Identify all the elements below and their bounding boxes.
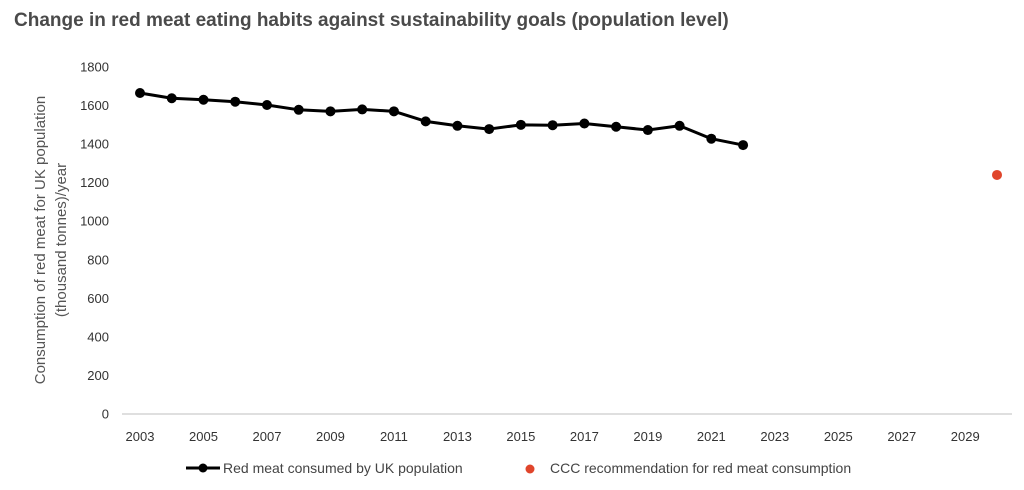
x-tick-label: 2003: [126, 429, 155, 444]
x-tick-label: 2015: [506, 429, 535, 444]
y-axis-label: Consumption of red meat for UK populatio…: [32, 96, 70, 385]
y-tick-label: 800: [87, 252, 109, 267]
data-point-2012: [420, 116, 431, 127]
legend-label-ccc: CCC recommendation for red meat consumpt…: [550, 460, 851, 476]
y-tick-label: 600: [87, 291, 109, 306]
data-point-2018: [611, 121, 622, 132]
x-tick-label: 2023: [760, 429, 789, 444]
data-point-2015: [515, 119, 526, 130]
y-tick-label: 200: [87, 368, 109, 383]
x-tick-label: 2025: [824, 429, 853, 444]
x-tick-label: 2011: [380, 429, 408, 444]
chart-title: Change in red meat eating habits against…: [14, 10, 729, 31]
x-tick-label: 2029: [951, 429, 980, 444]
y-tick-label: 1600: [80, 98, 109, 113]
y-axis-label-line1: Consumption of red meat for UK populatio…: [32, 96, 49, 385]
series-red-meat-consumed: [135, 88, 749, 151]
data-point-2010: [357, 104, 368, 115]
x-tick-label: 2021: [697, 429, 726, 444]
legend-label-red-meat: Red meat consumed by UK population: [223, 460, 463, 476]
x-tick-label: 2005: [189, 429, 218, 444]
data-point-2011: [388, 106, 399, 117]
data-point-2006: [230, 96, 241, 107]
data-point-2013: [452, 120, 463, 131]
data-point-2019: [642, 125, 653, 136]
data-point-2020: [674, 120, 685, 131]
series-ccc-recommendation: [992, 169, 1002, 180]
data-point-2016: [547, 120, 558, 131]
data-point-2005: [198, 94, 209, 105]
y-tick-label: 400: [87, 329, 109, 344]
x-tick-label: 2019: [633, 429, 662, 444]
x-tick-label: 2017: [570, 429, 599, 444]
x-tick-label: 2027: [887, 429, 916, 444]
data-point-2014: [484, 124, 495, 135]
y-tick-label: 1800: [80, 60, 109, 75]
x-tick-label: 2007: [253, 429, 282, 444]
series-line-red-meat: [139, 91, 744, 147]
data-point-2017: [579, 118, 590, 129]
y-tick-labels: 0 200 400 600 800 1000 1200 1400 1600 1800: [80, 60, 109, 422]
y-tick-label: 1400: [80, 137, 109, 152]
y-tick-label: 1000: [80, 214, 109, 229]
data-point-2003: [135, 88, 145, 99]
data-point-2022: [738, 140, 749, 151]
x-tick-label: 2009: [316, 429, 345, 444]
data-point-2007: [261, 99, 272, 110]
x-tick-label: 2013: [443, 429, 472, 444]
y-tick-label: 1200: [80, 175, 109, 190]
legend: Red meat consumed by UK population CCC r…: [186, 460, 851, 476]
data-point-2021: [706, 133, 717, 144]
legend-marker-red-meat: [198, 463, 208, 473]
y-axis-label-line2: (thousand tonnes)/year: [53, 163, 70, 317]
data-point-2004: [166, 93, 177, 104]
ccc-recommendation-point: [992, 169, 1002, 180]
y-tick-label: 0: [102, 407, 109, 422]
data-point-2008: [293, 104, 304, 115]
data-point-2009: [325, 106, 336, 117]
x-tick-labels: 2003 2005 2007 2009 2011 2013 2015 2017 2019 2021…: [126, 429, 980, 444]
legend-marker-ccc: [525, 464, 535, 474]
